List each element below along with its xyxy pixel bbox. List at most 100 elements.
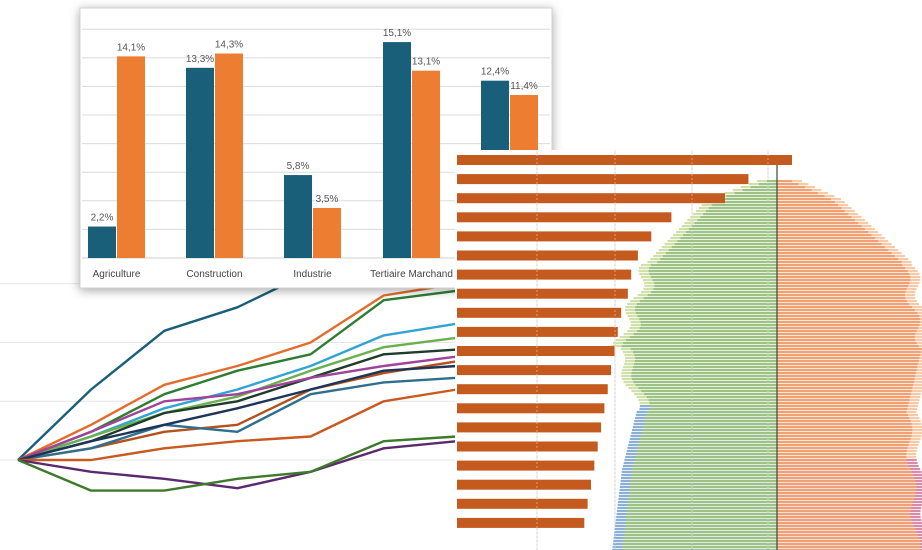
pyramid-right-bar bbox=[777, 195, 825, 198]
pyramid-right-bar bbox=[777, 240, 879, 243]
line-series bbox=[17, 430, 531, 492]
pyramid-left-bar bbox=[632, 378, 777, 381]
hbar bbox=[457, 174, 749, 185]
pyramid-right-bar bbox=[777, 468, 911, 471]
pyramid-left-bar bbox=[648, 399, 777, 402]
line-series bbox=[17, 376, 531, 462]
pyramid-right-bar bbox=[777, 216, 852, 219]
pyramid-left-bar bbox=[706, 210, 777, 213]
pyramid-left-bar bbox=[726, 195, 777, 198]
pyramid-right-bar bbox=[777, 306, 912, 309]
pyramid-right-bar bbox=[777, 465, 909, 468]
pyramid-right-bar bbox=[777, 495, 916, 498]
pyramid-left-bar bbox=[680, 237, 777, 240]
pyramid-right-bar bbox=[777, 438, 911, 441]
pyramid-left-bar bbox=[625, 525, 777, 528]
pyramid-left-bar bbox=[621, 345, 777, 348]
pyramid-left-bar bbox=[665, 252, 777, 255]
pyramid-left-bar bbox=[624, 531, 777, 534]
bar bbox=[88, 226, 116, 258]
pyramid-right-bar bbox=[777, 378, 915, 381]
pyramid-right-bar bbox=[777, 294, 905, 297]
pyramid-left-bar bbox=[628, 495, 777, 498]
bar bbox=[186, 67, 214, 258]
line-series bbox=[17, 327, 531, 462]
pyramid-right-bar bbox=[777, 183, 799, 186]
hbar-chart-bars bbox=[457, 150, 792, 550]
pyramid-left-bar bbox=[639, 318, 777, 321]
pyramid-right-bar bbox=[777, 276, 911, 279]
hbar bbox=[457, 250, 638, 261]
line-series bbox=[18, 388, 530, 462]
pyramid-left-bar bbox=[718, 198, 777, 201]
pyramid-right-bar bbox=[777, 273, 910, 276]
pyramid-left-bar bbox=[638, 444, 777, 447]
pyramid-left-bar bbox=[694, 222, 777, 225]
bar-category-label: Tertiaire Marchand bbox=[370, 269, 453, 280]
hbar bbox=[457, 155, 792, 165]
pyramid-left-bar bbox=[623, 342, 777, 345]
bar-data-label: 12,4% bbox=[481, 67, 509, 78]
hbar bbox=[457, 403, 605, 414]
population-pyramid bbox=[611, 165, 922, 550]
pyramid-right-bar bbox=[777, 372, 916, 375]
line-series bbox=[17, 435, 531, 490]
pyramid-right-bar bbox=[777, 519, 912, 522]
pyramid-right-bar bbox=[777, 246, 885, 249]
pyramid-left-bar bbox=[700, 216, 777, 219]
pyramid-right-bar bbox=[777, 522, 913, 525]
pyramid-left-bar bbox=[641, 390, 777, 393]
pyramid-left-bar bbox=[631, 375, 777, 378]
pyramid-right-bar bbox=[777, 447, 908, 450]
pyramid-left-bar bbox=[623, 540, 777, 543]
pyramid-left-bar bbox=[631, 372, 777, 375]
pyramid-left-bar bbox=[654, 285, 777, 288]
bar-chart-data-labels: 2,2% 14,1% 13,3%14,3% 5,8% 3,5% 15,1% 13,1% 12,… bbox=[91, 28, 538, 223]
hbar bbox=[457, 498, 588, 509]
pyramid-left-bar bbox=[637, 447, 777, 450]
hbar bbox=[457, 269, 632, 280]
pyramid-right-bar bbox=[777, 318, 921, 321]
pyramid-left-bar bbox=[626, 516, 777, 519]
pyramid-right-bar bbox=[777, 252, 892, 255]
pyramid-right-bar bbox=[777, 420, 911, 423]
pyramid-right-bar bbox=[777, 477, 915, 480]
pyramid-left-bar bbox=[647, 294, 777, 297]
pyramid-left-bar bbox=[657, 261, 777, 264]
pyramid-left-bar bbox=[646, 411, 777, 414]
bar-data-label: 14,3% bbox=[215, 40, 243, 51]
pyramid-right-bar bbox=[777, 405, 909, 408]
pyramid-right-bar bbox=[777, 462, 908, 465]
pyramid-right-bar bbox=[777, 300, 907, 303]
pyramid-left-bar bbox=[634, 354, 777, 357]
pyramid-left-bar bbox=[624, 528, 777, 531]
pyramid-right-bar bbox=[777, 492, 916, 495]
pyramid-left-bar bbox=[627, 507, 777, 510]
pyramid-left-bar bbox=[636, 450, 777, 453]
bar-data-label: 3,5% bbox=[316, 194, 339, 205]
pyramid-left-bar bbox=[631, 474, 777, 477]
pyramid-left-bar bbox=[677, 240, 777, 243]
pyramid-left-bar bbox=[639, 327, 777, 330]
pyramid-left-bar bbox=[629, 336, 777, 339]
pyramid-right-bar bbox=[777, 369, 917, 372]
pyramid-left-bar bbox=[627, 504, 777, 507]
pyramid-right-bar bbox=[777, 396, 911, 399]
pyramid-right-bar bbox=[777, 189, 812, 192]
pyramid-right-bar bbox=[777, 279, 911, 282]
pyramid-right-bar bbox=[777, 264, 903, 267]
pyramid-left-bar bbox=[644, 420, 777, 423]
pyramid-left-bar bbox=[645, 417, 777, 420]
pyramid-left-bar bbox=[708, 207, 777, 210]
pyramid-left-bar bbox=[654, 282, 777, 285]
pyramid-left-bar bbox=[633, 381, 777, 384]
pyramid-right-bar bbox=[777, 381, 914, 384]
line-chart bbox=[0, 235, 922, 492]
pyramid-left-bar bbox=[674, 243, 777, 246]
pyramid-left-bar bbox=[645, 414, 777, 417]
pyramid-right-bar bbox=[777, 459, 907, 462]
pyramid-right-bar bbox=[777, 201, 835, 204]
pyramid-left-bar bbox=[636, 303, 777, 306]
pyramid-right-bar bbox=[777, 267, 906, 270]
